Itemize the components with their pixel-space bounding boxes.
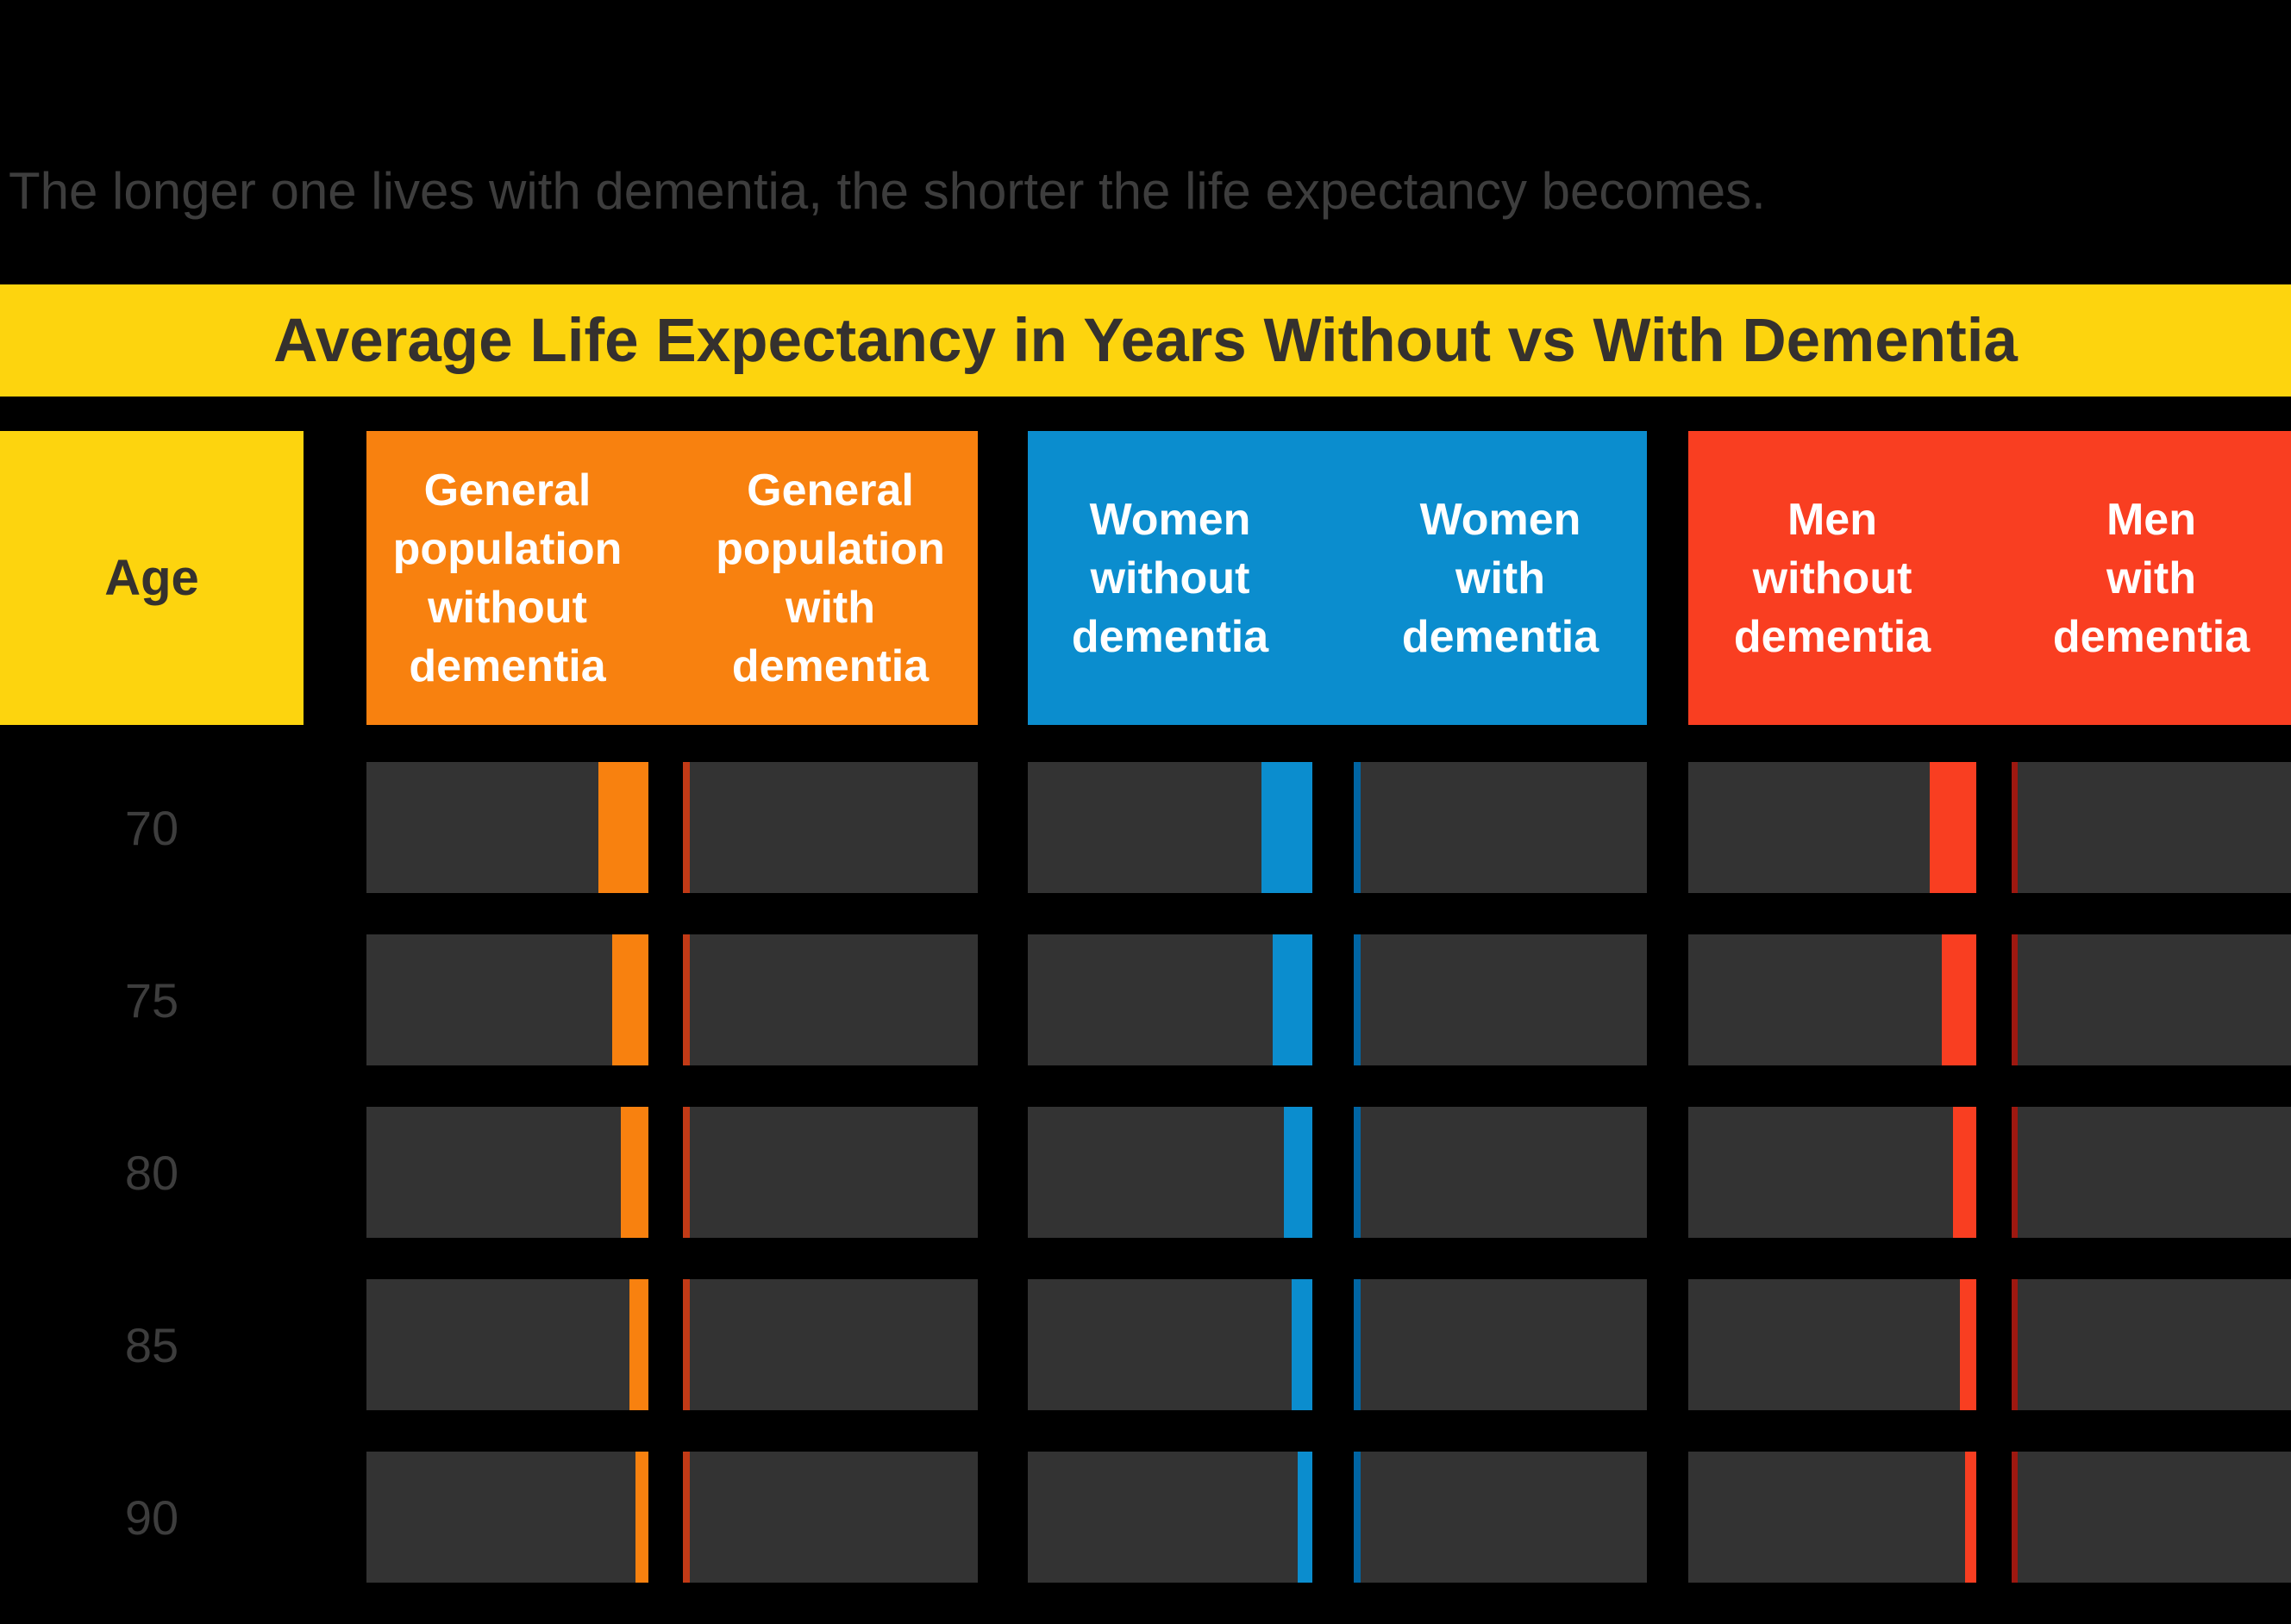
bar-sliver-general-with-75 — [683, 934, 690, 1065]
bar-sliver-men-with-75 — [2012, 934, 2018, 1065]
bar-sliver-general-without-75 — [612, 934, 648, 1065]
header-men-with-dementia: Men with dementia — [2052, 494, 2250, 662]
cell-men-with-85 — [2012, 1279, 2291, 1410]
cell-men-with-90 — [2012, 1452, 2291, 1583]
cell-women-without-85 — [1028, 1279, 1312, 1410]
bar-sliver-general-without-70 — [598, 762, 648, 893]
cell-women-with-75 — [1354, 934, 1647, 1065]
bar-sliver-women-with-90 — [1354, 1452, 1361, 1583]
subtitle-text: The longer one lives with dementia, the … — [9, 162, 1766, 220]
bar-sliver-men-without-75 — [1942, 934, 1976, 1065]
bar-sliver-men-with-85 — [2012, 1279, 2018, 1410]
cell-general-with-80 — [683, 1107, 978, 1238]
chart-title: Average Life Expectancy in Years Without… — [273, 306, 2018, 375]
age-label-70: 70 — [124, 800, 179, 855]
cell-men-with-80 — [2012, 1107, 2291, 1238]
bar-sliver-women-with-80 — [1354, 1107, 1361, 1238]
bar-sliver-men-with-70 — [2012, 762, 2018, 893]
header-women-without-dementia: Women without dementia — [1071, 494, 1269, 662]
cell-men-without-85 — [1688, 1279, 1976, 1410]
age-label-75: 75 — [124, 972, 179, 1027]
cell-general-with-75 — [683, 934, 978, 1065]
bar-sliver-general-with-70 — [683, 762, 690, 893]
cell-men-without-90 — [1688, 1452, 1976, 1583]
header-group-general-population: General population without dementia Gene… — [366, 431, 978, 725]
bar-sliver-general-without-85 — [629, 1279, 648, 1410]
bar-sliver-men-without-90 — [1965, 1452, 1976, 1583]
bar-sliver-women-with-70 — [1354, 762, 1361, 893]
cell-general-without-85 — [366, 1279, 648, 1410]
cell-general-without-90 — [366, 1452, 648, 1583]
cell-men-without-75 — [1688, 934, 1976, 1065]
cell-general-without-70 — [366, 762, 648, 893]
header-women-with-dementia: Women with dementia — [1401, 494, 1599, 662]
bar-sliver-general-without-80 — [621, 1107, 648, 1238]
bar-sliver-men-without-70 — [1930, 762, 1976, 893]
bar-sliver-women-with-85 — [1354, 1279, 1361, 1410]
cell-women-without-75 — [1028, 934, 1312, 1065]
bar-sliver-women-with-75 — [1354, 934, 1361, 1065]
cell-women-without-70 — [1028, 762, 1312, 893]
cell-women-with-80 — [1354, 1107, 1647, 1238]
bar-sliver-women-without-75 — [1273, 934, 1312, 1065]
header-group-men: Men without dementia Men with dementia — [1688, 431, 2291, 725]
age-label-90: 90 — [124, 1490, 179, 1545]
cell-men-with-70 — [2012, 762, 2291, 893]
cell-men-with-75 — [2012, 934, 2291, 1065]
cell-women-without-90 — [1028, 1452, 1312, 1583]
bar-sliver-women-without-80 — [1284, 1107, 1312, 1238]
cell-general-without-80 — [366, 1107, 648, 1238]
cell-general-with-70 — [683, 762, 978, 893]
header-general-without-dementia: General population without dementia — [392, 465, 623, 691]
cell-men-without-80 — [1688, 1107, 1976, 1238]
bar-sliver-women-without-90 — [1298, 1452, 1312, 1583]
bar-sliver-men-without-85 — [1960, 1279, 1976, 1410]
bar-sliver-men-with-90 — [2012, 1452, 2018, 1583]
age-column-header: Age — [0, 431, 304, 725]
cell-general-with-90 — [683, 1452, 978, 1583]
cell-women-with-70 — [1354, 762, 1647, 893]
header-group-women: Women without dementia Women with dement… — [1028, 431, 1647, 725]
cell-women-without-80 — [1028, 1107, 1312, 1238]
cell-women-with-85 — [1354, 1279, 1647, 1410]
bar-sliver-men-with-80 — [2012, 1107, 2018, 1238]
bar-sliver-men-without-80 — [1953, 1107, 1976, 1238]
age-label-80: 80 — [124, 1145, 179, 1200]
cell-women-with-90 — [1354, 1452, 1647, 1583]
header-men-without-dementia: Men without dementia — [1733, 494, 1931, 662]
bar-sliver-general-with-80 — [683, 1107, 690, 1238]
bar-sliver-general-with-85 — [683, 1279, 690, 1410]
title-banner: Average Life Expectancy in Years Without… — [0, 284, 2291, 397]
cell-general-without-75 — [366, 934, 648, 1065]
bar-sliver-women-without-70 — [1261, 762, 1312, 893]
bar-sliver-general-with-90 — [683, 1452, 690, 1583]
cell-general-with-85 — [683, 1279, 978, 1410]
bar-sliver-general-without-90 — [635, 1452, 648, 1583]
bar-sliver-women-without-85 — [1292, 1279, 1312, 1410]
header-general-with-dementia: General population with dementia — [716, 465, 945, 691]
age-label-85: 85 — [124, 1317, 179, 1372]
cell-men-without-70 — [1688, 762, 1976, 893]
